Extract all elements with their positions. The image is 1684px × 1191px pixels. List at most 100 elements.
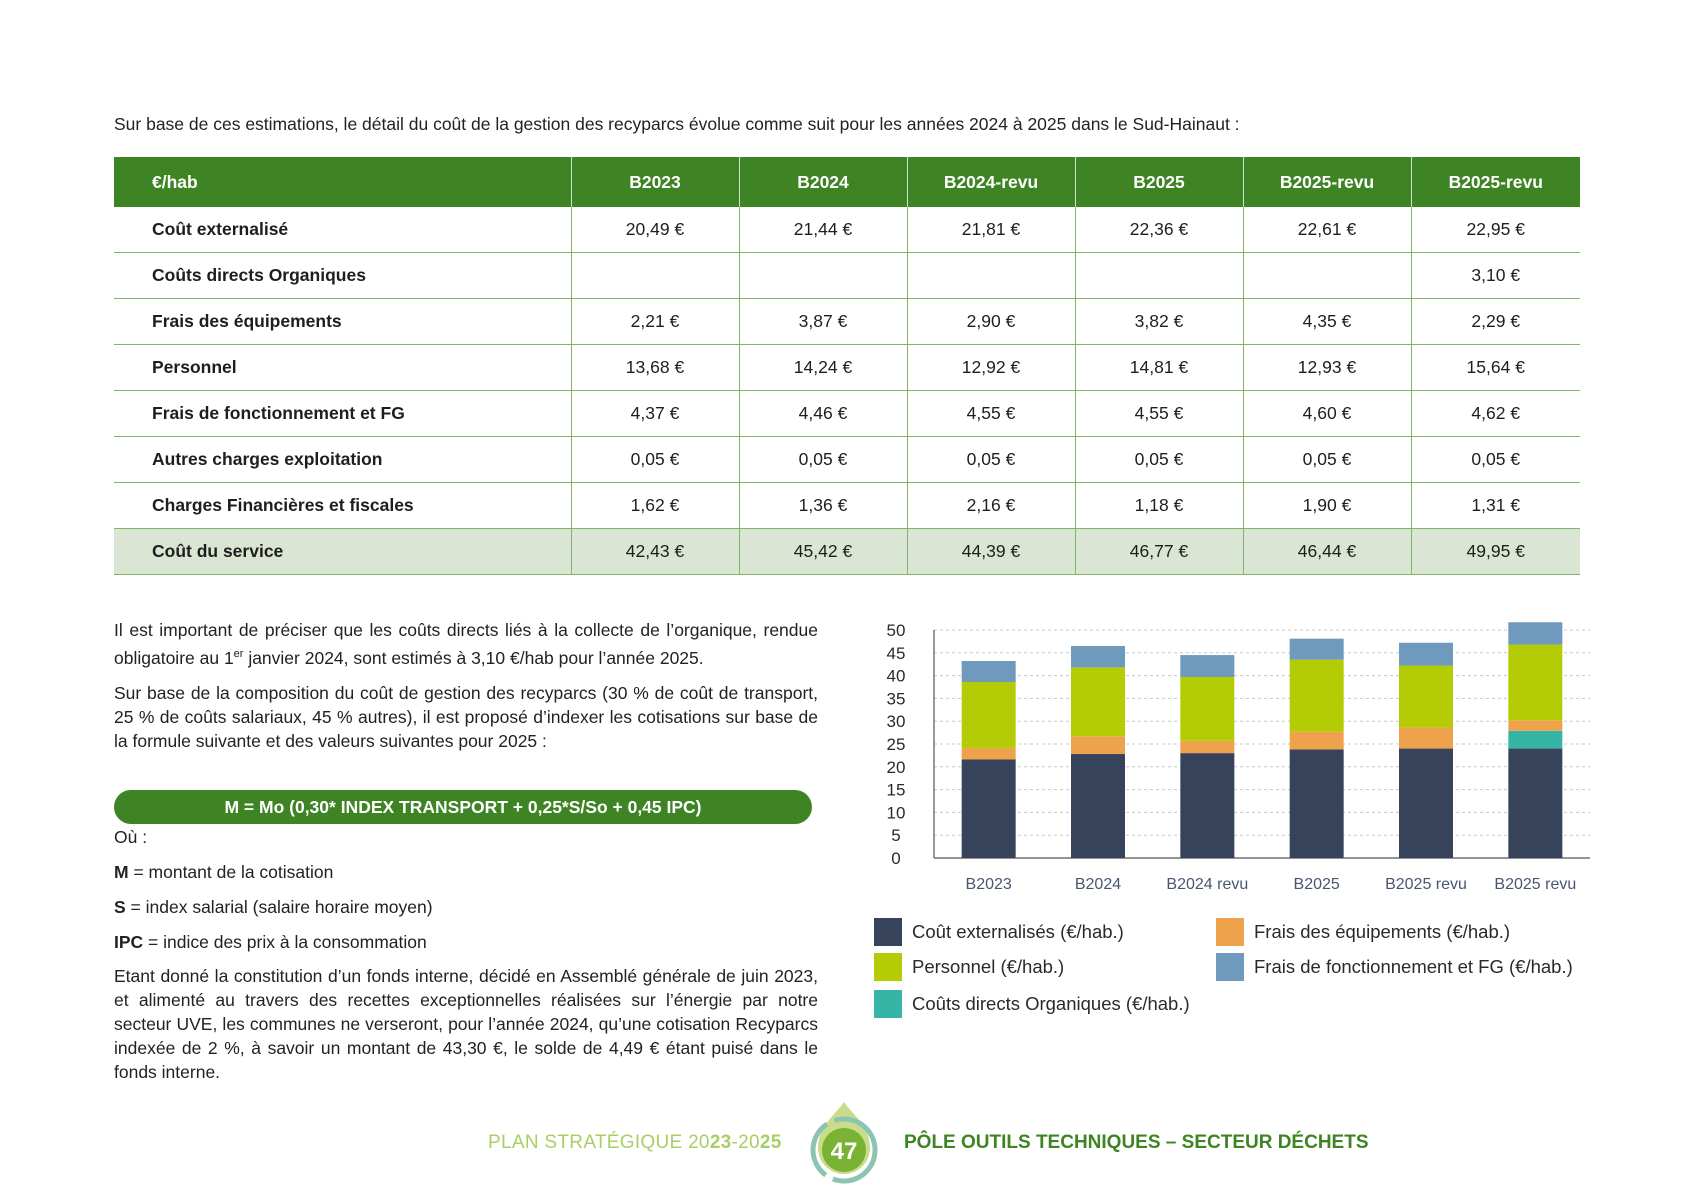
table-cell: 12,93 € — [1243, 344, 1412, 391]
table-cell: 2,90 € — [907, 298, 1076, 345]
table-cell: 44,39 € — [907, 528, 1076, 575]
page-number-badge-icon: 47 — [810, 1102, 878, 1184]
row-label: Autres charges exploitation — [114, 436, 572, 483]
y-tick-label: 30 — [887, 712, 906, 731]
y-tick-label: 5 — [891, 826, 900, 845]
definition-s: S = index salarial (salaire horaire moye… — [114, 896, 818, 931]
table-cell: 22,61 € — [1243, 207, 1412, 253]
bar-segment — [1071, 754, 1125, 858]
table-cell: 1,36 € — [739, 482, 908, 529]
definition-ipc-value: = indice des prix à la consommation — [143, 932, 427, 952]
table-cell: 2,29 € — [1411, 298, 1580, 345]
y-tick-label: 15 — [887, 781, 906, 800]
bar-segment — [1289, 659, 1344, 732]
table-cell: 4,62 € — [1411, 390, 1580, 437]
legend-label: Coûts directs Organiques (€/hab.) — [912, 993, 1190, 1014]
bar-segment — [1180, 676, 1235, 741]
table-cell: 4,35 € — [1243, 298, 1412, 345]
legend-swatch — [874, 953, 902, 981]
bar-segment — [1399, 727, 1453, 749]
table-cell: 12,92 € — [907, 344, 1076, 391]
table-cell: 4,46 € — [739, 390, 908, 437]
table-cell: 4,60 € — [1243, 390, 1412, 437]
bar-segment — [1289, 638, 1344, 660]
paragraph-composition: Sur base de la composition du coût de ge… — [114, 682, 818, 751]
header-col-1: B2023 — [571, 157, 740, 207]
paragraph-organique: Il est important de préciser que les coû… — [114, 618, 818, 670]
definition-m: M = montant de la cotisation — [114, 861, 818, 896]
x-tick-label: B2025 revu — [1494, 876, 1576, 893]
table-cell: 46,44 € — [1243, 528, 1412, 575]
table-cell: 2,21 € — [571, 298, 740, 345]
superscript-er: er — [233, 648, 244, 660]
x-tick-label: B2024 — [1075, 876, 1121, 893]
footer-plan-d: 25 — [759, 1132, 782, 1153]
intro-text: Sur base de ces estimations, le détail d… — [114, 114, 1240, 134]
x-tick-label: B2025 revu — [1385, 876, 1467, 893]
table-row: Autres charges exploitation 0,05 €0,05 €0… — [114, 436, 1580, 483]
ou-label: Où : — [114, 827, 148, 847]
table-cell: 2,16 € — [907, 482, 1076, 529]
x-tick-label: B2024 revu — [1166, 876, 1248, 893]
page-number: 47 — [831, 1138, 858, 1165]
bar-segment — [1508, 730, 1563, 749]
bar-segment — [1399, 748, 1453, 858]
header-col-6: B2025-revu — [1411, 157, 1580, 207]
definition-ipc-key: IPC — [114, 932, 144, 952]
table-cell: 3,87 € — [739, 298, 908, 345]
page-footer: PLAN STRATÉGIQUE 2023-2025 47 PÔLE OUTIL… — [0, 1102, 1684, 1184]
cost-table: €/hab B2023 B2024 B2024-revu B2025 B2025-revu… — [114, 157, 1580, 575]
header-col-5: B2025-revu — [1243, 157, 1412, 207]
y-tick-label: 35 — [887, 689, 906, 708]
bar-segment — [1508, 748, 1563, 858]
table-cell: 3,10 € — [1411, 252, 1580, 299]
legend-swatch — [874, 990, 902, 1018]
y-tick-label: 25 — [887, 735, 906, 754]
definition-m-key: M — [114, 862, 129, 882]
legend-label: Coût externalisés (€/hab.) — [912, 921, 1124, 942]
bar-segment — [1508, 720, 1563, 731]
table-cell: 1,90 € — [1243, 482, 1412, 529]
row-label: Charges Financières et fiscales — [114, 482, 572, 529]
header-col-4: B2025 — [1075, 157, 1244, 207]
table-row: Charges Financières et fiscales 1,62 €1,3… — [114, 482, 1580, 529]
table-total-row: Coût du service 42,43 €45,42 €44,39 €46,7… — [114, 528, 1580, 575]
bar-segment — [961, 661, 1016, 682]
stacked-bar-chart: 0 5 10 15 20 25 30 35 40 45 50 B2023 B2024 B2024 revu… — [887, 621, 1590, 893]
paragraph-organique-a: Il est important de préciser que les coû… — [114, 620, 818, 668]
row-label: Frais des équipements — [114, 298, 572, 345]
x-tick-label: B2025 — [1294, 876, 1340, 893]
header-col-2: B2024 — [739, 157, 908, 207]
table-cell: 1,18 € — [1075, 482, 1244, 529]
bar-segment — [1071, 645, 1125, 668]
table-cell: 14,24 € — [739, 344, 908, 391]
table-cell: 0,05 € — [1075, 436, 1244, 483]
table-cell — [1075, 252, 1244, 299]
definition-ipc: IPC = indice des prix à la consommation — [114, 931, 818, 966]
table-row: Coût externalisé 20,49 €21,44 €21,81 €22,… — [114, 207, 1580, 253]
header-col-3: B2024-revu — [907, 157, 1076, 207]
x-tick-label: B2023 — [966, 876, 1012, 893]
table-cell: 13,68 € — [571, 344, 740, 391]
table-cell: 49,95 € — [1411, 528, 1580, 575]
y-tick-label: 45 — [887, 644, 906, 663]
y-tick-label: 0 — [891, 849, 900, 868]
paragraph-organique-b: janvier 2024, sont estimés à 3,10 €/hab … — [243, 647, 704, 668]
y-tick-label: 50 — [887, 621, 906, 640]
table-body: Coût externalisé 20,49 €21,44 €21,81 €22,… — [114, 207, 1580, 575]
row-label: Coûts directs Organiques — [114, 252, 572, 299]
table-cell: 0,05 € — [571, 436, 740, 483]
table-cell: 0,05 € — [1243, 436, 1412, 483]
bar-segment — [1180, 655, 1235, 677]
row-label: Coût du service — [114, 528, 572, 575]
table-cell: 14,81 € — [1075, 344, 1244, 391]
definition-m-value: = montant de la cotisation — [128, 862, 334, 882]
legend-swatch — [1216, 918, 1244, 946]
table-cell: 21,44 € — [739, 207, 908, 253]
legend-label: Frais de fonctionnement et FG (€/hab.) — [1254, 956, 1573, 977]
legend-label: Frais des équipements (€/hab.) — [1254, 921, 1511, 942]
table-cell: 3,82 € — [1075, 298, 1244, 345]
legend-swatch — [1216, 953, 1244, 981]
definitions: Où : M = montant de la cotisation S = in… — [114, 826, 818, 966]
table-cell: 0,05 € — [907, 436, 1076, 483]
